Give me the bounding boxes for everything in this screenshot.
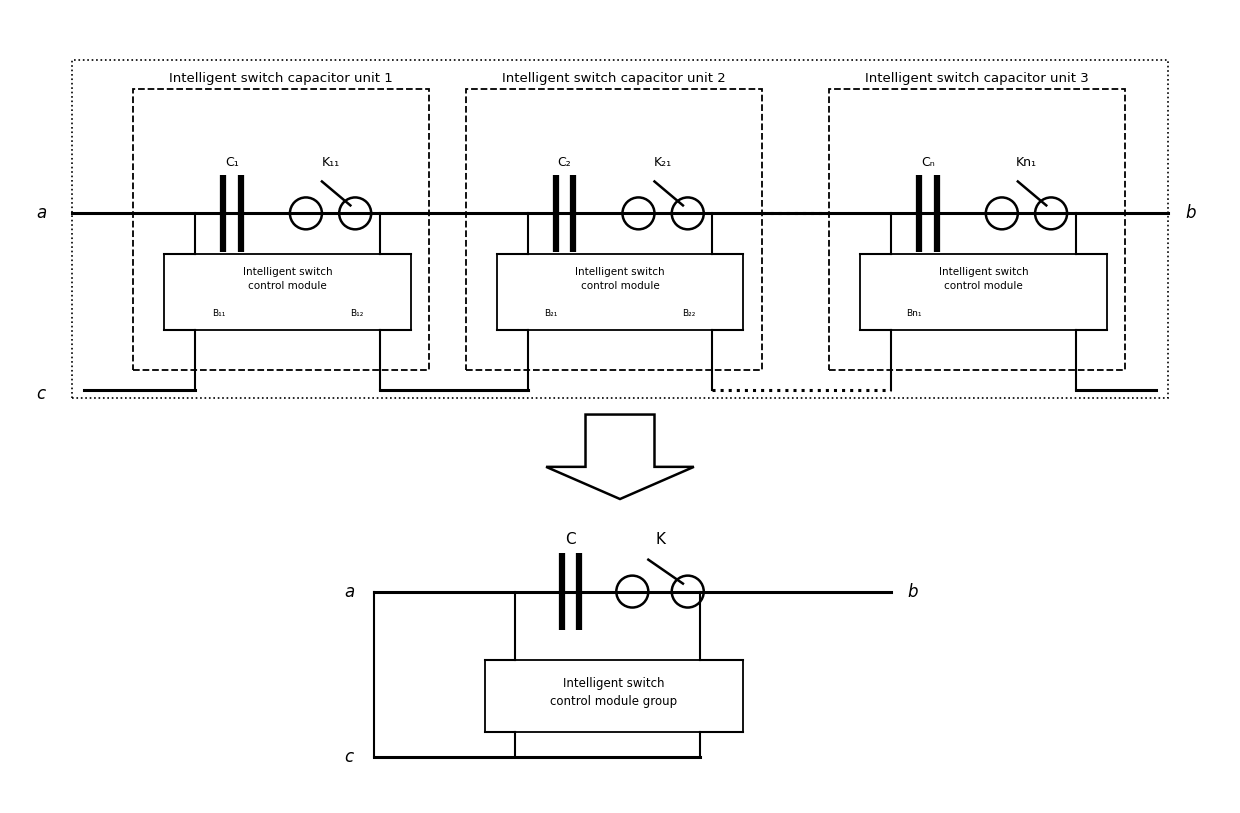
Text: C₂: C₂ — [558, 156, 572, 169]
Text: Cₙ: Cₙ — [921, 156, 935, 169]
Bar — [72, 60, 1168, 398]
Text: C₁: C₁ — [226, 156, 239, 169]
Text: b: b — [1185, 204, 1195, 223]
Text: a: a — [36, 204, 46, 223]
Bar — [485, 660, 743, 733]
Text: K₁₁: K₁₁ — [321, 156, 340, 169]
Text: B₁₂: B₁₂ — [350, 309, 363, 318]
Bar — [164, 254, 410, 330]
Bar — [861, 254, 1106, 330]
Polygon shape — [546, 415, 694, 499]
Text: B₂₁: B₂₁ — [544, 309, 558, 318]
Text: c: c — [345, 747, 353, 766]
Text: c: c — [36, 385, 46, 403]
Text: Intelligent switch
control module: Intelligent switch control module — [939, 267, 1028, 291]
Text: Intelligent switch capacitor unit 3: Intelligent switch capacitor unit 3 — [866, 72, 1089, 85]
Text: K₂₁: K₂₁ — [653, 156, 672, 169]
Text: a: a — [343, 583, 355, 601]
Text: Intelligent switch capacitor unit 1: Intelligent switch capacitor unit 1 — [170, 72, 393, 85]
Bar — [497, 254, 743, 330]
Text: B₁₁: B₁₁ — [212, 309, 226, 318]
Text: C: C — [565, 533, 577, 547]
Text: Kn₁: Kn₁ — [1016, 156, 1037, 169]
Text: Intelligent switch
control module: Intelligent switch control module — [575, 267, 665, 291]
Bar — [830, 89, 1125, 370]
Text: Intelligent switch capacitor unit 2: Intelligent switch capacitor unit 2 — [502, 72, 725, 85]
Text: Intelligent switch
control module group: Intelligent switch control module group — [551, 677, 677, 708]
Text: B₂₂: B₂₂ — [682, 309, 696, 318]
Bar — [134, 89, 429, 370]
Text: Intelligent switch
control module: Intelligent switch control module — [243, 267, 332, 291]
Bar — [466, 89, 761, 370]
Text: Bn₁: Bn₁ — [906, 309, 923, 318]
Text: K: K — [655, 533, 665, 547]
Text: b: b — [908, 583, 919, 601]
